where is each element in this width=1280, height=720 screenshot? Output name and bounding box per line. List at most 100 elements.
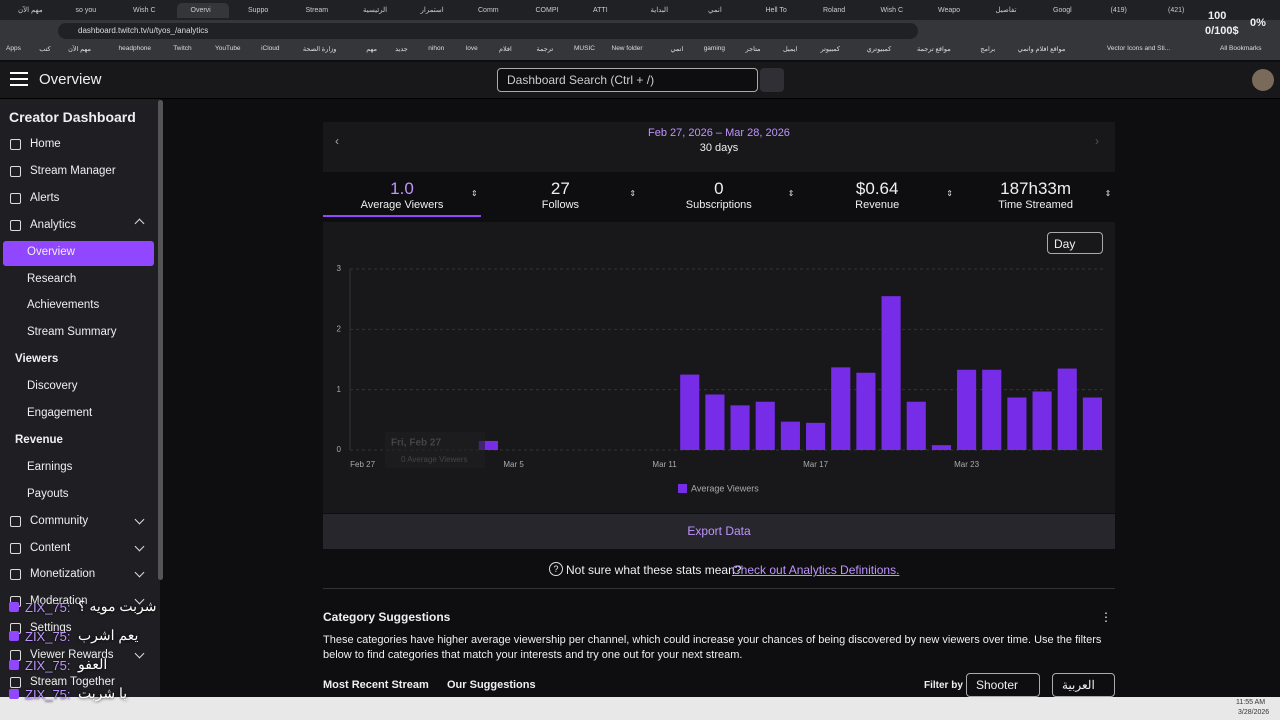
bookmark[interactable]: برامج bbox=[980, 46, 996, 53]
nav-item[interactable]: Moderation bbox=[30, 595, 88, 608]
bookmark[interactable]: كمبيوتري bbox=[866, 46, 892, 53]
taskbar bbox=[0, 697, 1280, 720]
bookmark[interactable]: مهم bbox=[366, 46, 377, 53]
bookmark[interactable]: headphone bbox=[118, 45, 152, 52]
bookmark[interactable]: YouTube bbox=[215, 45, 241, 52]
nav-item[interactable]: Payouts bbox=[27, 487, 69, 500]
nav-item[interactable]: Stream Summary bbox=[27, 326, 117, 339]
bookmark[interactable]: love bbox=[465, 45, 478, 52]
bookmark[interactable]: New folder bbox=[611, 45, 643, 52]
nav-icon bbox=[10, 219, 21, 231]
nav-item[interactable]: Analytics bbox=[30, 218, 77, 231]
avatar[interactable] bbox=[1252, 69, 1274, 91]
next-button[interactable]: › bbox=[1095, 134, 1099, 148]
nav-icon bbox=[10, 139, 21, 150]
bookmark[interactable]: مواقع ترجمة bbox=[917, 46, 951, 53]
tab[interactable]: استمرار bbox=[420, 7, 444, 14]
tab[interactable]: (419) bbox=[1110, 7, 1127, 14]
search-input[interactable]: Dashboard Search (Ctrl + /) bbox=[497, 68, 758, 92]
tab[interactable]: Stream bbox=[305, 7, 329, 14]
nav-item[interactable]: Revenue bbox=[15, 433, 63, 446]
bookmark[interactable]: ايميل bbox=[783, 46, 798, 53]
bookmark[interactable]: iCloud bbox=[261, 45, 280, 52]
bookmark[interactable]: متاجر bbox=[745, 46, 761, 53]
stat-sort[interactable]: ⇕ bbox=[787, 189, 795, 198]
bookmark[interactable]: Apps bbox=[6, 45, 21, 52]
bookmark[interactable]: Vector Icons and Sti... bbox=[1106, 45, 1171, 52]
bookmark[interactable]: gaming bbox=[703, 45, 726, 52]
nav-item[interactable]: Monetization bbox=[30, 568, 96, 581]
nav-item[interactable]: Engagement bbox=[27, 407, 93, 419]
nav-item[interactable]: Content bbox=[30, 541, 71, 554]
bar bbox=[1082, 397, 1102, 450]
stat-sort[interactable]: ⇕ bbox=[946, 189, 953, 198]
bookmark[interactable]: وزارة الصحة bbox=[302, 46, 337, 53]
bookmark[interactable]: كتب bbox=[39, 46, 51, 53]
bookmark[interactable]: nihon bbox=[428, 45, 445, 52]
nav-item[interactable]: Home bbox=[30, 138, 61, 150]
menu-button[interactable] bbox=[10, 72, 28, 86]
tab[interactable]: (421) bbox=[1168, 7, 1185, 14]
bookmark[interactable]: مواقع افلام وانمي bbox=[1017, 46, 1066, 53]
tab[interactable]: انمي bbox=[708, 7, 722, 14]
more-button[interactable]: ⋮ bbox=[1100, 610, 1112, 624]
stat-sort[interactable]: ⇕ bbox=[629, 189, 637, 198]
bookmark[interactable]: انمي bbox=[670, 46, 684, 53]
nav-icon bbox=[10, 515, 21, 527]
tab[interactable]: Wish C bbox=[880, 7, 904, 14]
bookmark[interactable]: All Bookmarks bbox=[1220, 45, 1262, 52]
nav-item[interactable]: Earnings bbox=[27, 460, 73, 473]
stat-sort[interactable]: ⇕ bbox=[471, 189, 478, 198]
filter-select[interactable]: العربية bbox=[1052, 673, 1115, 697]
extension-money: 0/100$ bbox=[1205, 25, 1239, 37]
export-button[interactable]: Export Data bbox=[323, 514, 1115, 549]
address-bar[interactable]: dashboard.twitch.tv/u/tyos_/analytics bbox=[58, 23, 918, 39]
tab[interactable]: so you bbox=[75, 7, 97, 14]
tab[interactable]: COMPI bbox=[535, 7, 559, 14]
tab[interactable]: Suppo bbox=[248, 7, 269, 14]
nav-item[interactable]: Stream Together bbox=[30, 676, 115, 688]
bookmark[interactable]: افلام bbox=[499, 46, 512, 53]
bookmark[interactable]: مهم الآن bbox=[68, 46, 91, 53]
bookmark[interactable]: جديد bbox=[395, 46, 408, 53]
help-link[interactable]: Check out Analytics Definitions. bbox=[732, 563, 900, 577]
nav-item[interactable]: Viewer Rewards bbox=[30, 649, 114, 662]
period-select[interactable]: Day bbox=[1047, 232, 1103, 254]
tab[interactable]: Googl bbox=[1053, 7, 1072, 14]
category-tab[interactable]: Most Recent Stream bbox=[323, 679, 429, 691]
nav-item[interactable]: Settings bbox=[30, 622, 72, 635]
search-button[interactable] bbox=[760, 68, 784, 92]
tab[interactable]: Wish C bbox=[133, 7, 156, 14]
tab[interactable]: Roland bbox=[823, 7, 846, 14]
nav-item[interactable]: Discovery bbox=[27, 380, 78, 393]
prev-button[interactable]: ‹ bbox=[335, 134, 339, 148]
bookmark[interactable]: MUSIC bbox=[574, 45, 595, 52]
x-tick-label: Mar 5 bbox=[503, 460, 524, 469]
bookmark[interactable]: Twitch bbox=[173, 45, 192, 52]
tab[interactable]: Hell To bbox=[765, 7, 787, 14]
tab[interactable]: مهم الآن bbox=[18, 7, 43, 14]
category-tab[interactable]: Our Suggestions bbox=[447, 679, 536, 691]
nav-item[interactable]: Overview bbox=[27, 245, 75, 258]
y-tick-label: 0 bbox=[337, 445, 342, 454]
tab[interactable]: Comm bbox=[478, 7, 499, 14]
tab[interactable]: البداية bbox=[650, 7, 669, 14]
stat-sort[interactable]: ⇕ bbox=[1104, 189, 1112, 198]
filter-select[interactable]: Shooter bbox=[966, 673, 1040, 697]
nav-icon bbox=[10, 165, 21, 177]
nav-item[interactable]: Research bbox=[27, 272, 77, 285]
nav-item[interactable]: Alerts bbox=[30, 191, 60, 204]
tab[interactable]: تفاصيل bbox=[995, 7, 1017, 14]
nav-item[interactable]: Viewers bbox=[15, 353, 59, 366]
bookmark[interactable]: كمبيوتر bbox=[820, 46, 841, 53]
tab[interactable]: الرئيسية bbox=[363, 7, 388, 14]
nav-item[interactable]: Achievements bbox=[27, 299, 100, 312]
nav-item[interactable]: Stream Manager bbox=[30, 164, 116, 177]
tab[interactable]: Overvi bbox=[176, 3, 229, 18]
tab[interactable]: Weapo bbox=[938, 7, 961, 14]
tab[interactable]: ATTI bbox=[593, 7, 608, 14]
chat-badge bbox=[9, 660, 19, 670]
nav-item[interactable]: Community bbox=[30, 514, 89, 527]
y-tick-label: 3 bbox=[337, 264, 342, 273]
bookmark[interactable]: ترجمة bbox=[536, 46, 554, 53]
